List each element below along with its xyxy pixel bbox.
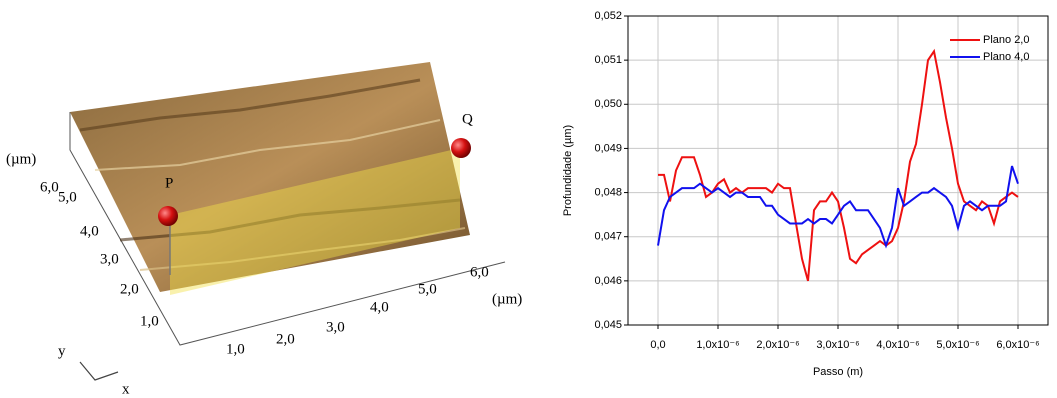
orientation-arrows [79, 361, 119, 381]
y-tick-label: 0,049 [594, 142, 622, 154]
y-tick-label: 0,051 [594, 54, 622, 66]
surface-y-label: 2,0 [120, 281, 139, 297]
x-tick-label: 3,0x10⁻⁶ [816, 339, 859, 351]
surface-y-label: 1,0 [140, 313, 159, 329]
y-tick-label: 0,050 [594, 98, 622, 110]
surface-x-label: 3,0 [326, 319, 345, 335]
x-tick-label: 5,0x10⁻⁶ [936, 339, 979, 351]
y-tick-label: 0,045 [594, 319, 622, 331]
surface-y-label: 5,0 [58, 189, 77, 205]
x-tick-label: 4,0x10⁻⁶ [876, 339, 919, 351]
label-q: Q [462, 111, 473, 127]
surface-image: (µm) (µm) P Q y x [6, 62, 522, 397]
ridge [139, 227, 466, 271]
series-line [658, 48, 1019, 282]
surface-y-label: 3,0 [100, 251, 119, 267]
unit-x: (µm) [492, 291, 522, 307]
point-p [158, 206, 178, 226]
ridge [119, 198, 461, 242]
y-tick-label: 0,052 [594, 10, 622, 22]
plot-frame [627, 15, 1049, 326]
axis-x-name: x [122, 381, 130, 397]
y-axis-title: Profundidade (µm) [562, 125, 574, 216]
x-tick-label: 2,0x10⁻⁶ [756, 339, 799, 351]
surface-x-label: 4,0 [370, 299, 389, 315]
surface-x-label: 5,0 [418, 281, 437, 297]
legend-label: Plano 2,0 [983, 34, 1029, 46]
series-line [657, 165, 1019, 249]
surface-x-label: 1,0 [226, 341, 245, 357]
legend-label: Plano 4,0 [983, 51, 1029, 63]
axis-y-name: y [58, 343, 66, 359]
x-tick-label: 1,0x10⁻⁶ [696, 339, 739, 351]
surface-y-label: 4,0 [80, 223, 99, 239]
label-p: P [165, 175, 173, 191]
y-tick-label: 0,046 [594, 275, 622, 287]
x-tick-label: 6,0x10⁻⁶ [996, 339, 1039, 351]
surface-x-label: 2,0 [276, 331, 295, 347]
ridge [94, 119, 441, 171]
x-axis-title: Passo (m) [813, 366, 863, 378]
x-tick-label: 0,0 [650, 339, 665, 351]
section-plane [170, 148, 460, 295]
y-tick-label: 0,048 [594, 186, 622, 198]
surface-x-label: 6,0 [470, 264, 489, 280]
point-q [451, 138, 471, 158]
unit-y: (µm) [6, 151, 36, 167]
ridge [79, 78, 421, 132]
y-tick-label: 0,047 [594, 231, 622, 243]
surface-y-label: 6,0 [40, 179, 59, 195]
surface-axes [69, 112, 506, 346]
